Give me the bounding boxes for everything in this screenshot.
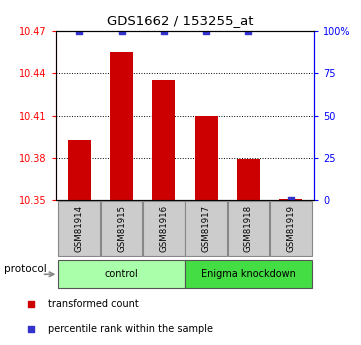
Point (119, 28, 125, 34)
Text: control: control (105, 269, 138, 279)
Text: Enigma knockdown: Enigma knockdown (201, 269, 296, 279)
Bar (186, 260, 312, 288)
Text: transformed count: transformed count (48, 299, 139, 309)
Point (203, 28, 209, 34)
Bar (195, 116, 218, 200)
Bar (152, 80, 175, 200)
Point (302, 205, 308, 210)
Text: protocol: protocol (4, 264, 46, 274)
Bar (186, 201, 227, 256)
Bar (101, 201, 142, 256)
Text: GDS1662 / 153255_at: GDS1662 / 153255_at (107, 14, 254, 27)
Text: percentile rank within the sample: percentile rank within the sample (48, 325, 213, 334)
Bar (228, 201, 269, 256)
Bar (58, 201, 100, 256)
Bar (237, 159, 260, 200)
Text: GSM81914: GSM81914 (75, 205, 84, 252)
Point (76, 28, 82, 34)
Bar (110, 52, 133, 200)
Bar (270, 201, 312, 256)
Text: GSM81918: GSM81918 (244, 205, 253, 252)
Bar (279, 199, 303, 200)
Point (245, 28, 251, 34)
Text: GSM81917: GSM81917 (202, 205, 211, 252)
Text: GSM81915: GSM81915 (117, 205, 126, 252)
Text: GSM81916: GSM81916 (159, 205, 168, 252)
Text: GSM81919: GSM81919 (286, 205, 295, 252)
Bar (143, 201, 184, 256)
Point (288, 197, 294, 203)
Bar (58, 260, 184, 288)
Bar (68, 139, 91, 200)
Point (161, 28, 167, 34)
